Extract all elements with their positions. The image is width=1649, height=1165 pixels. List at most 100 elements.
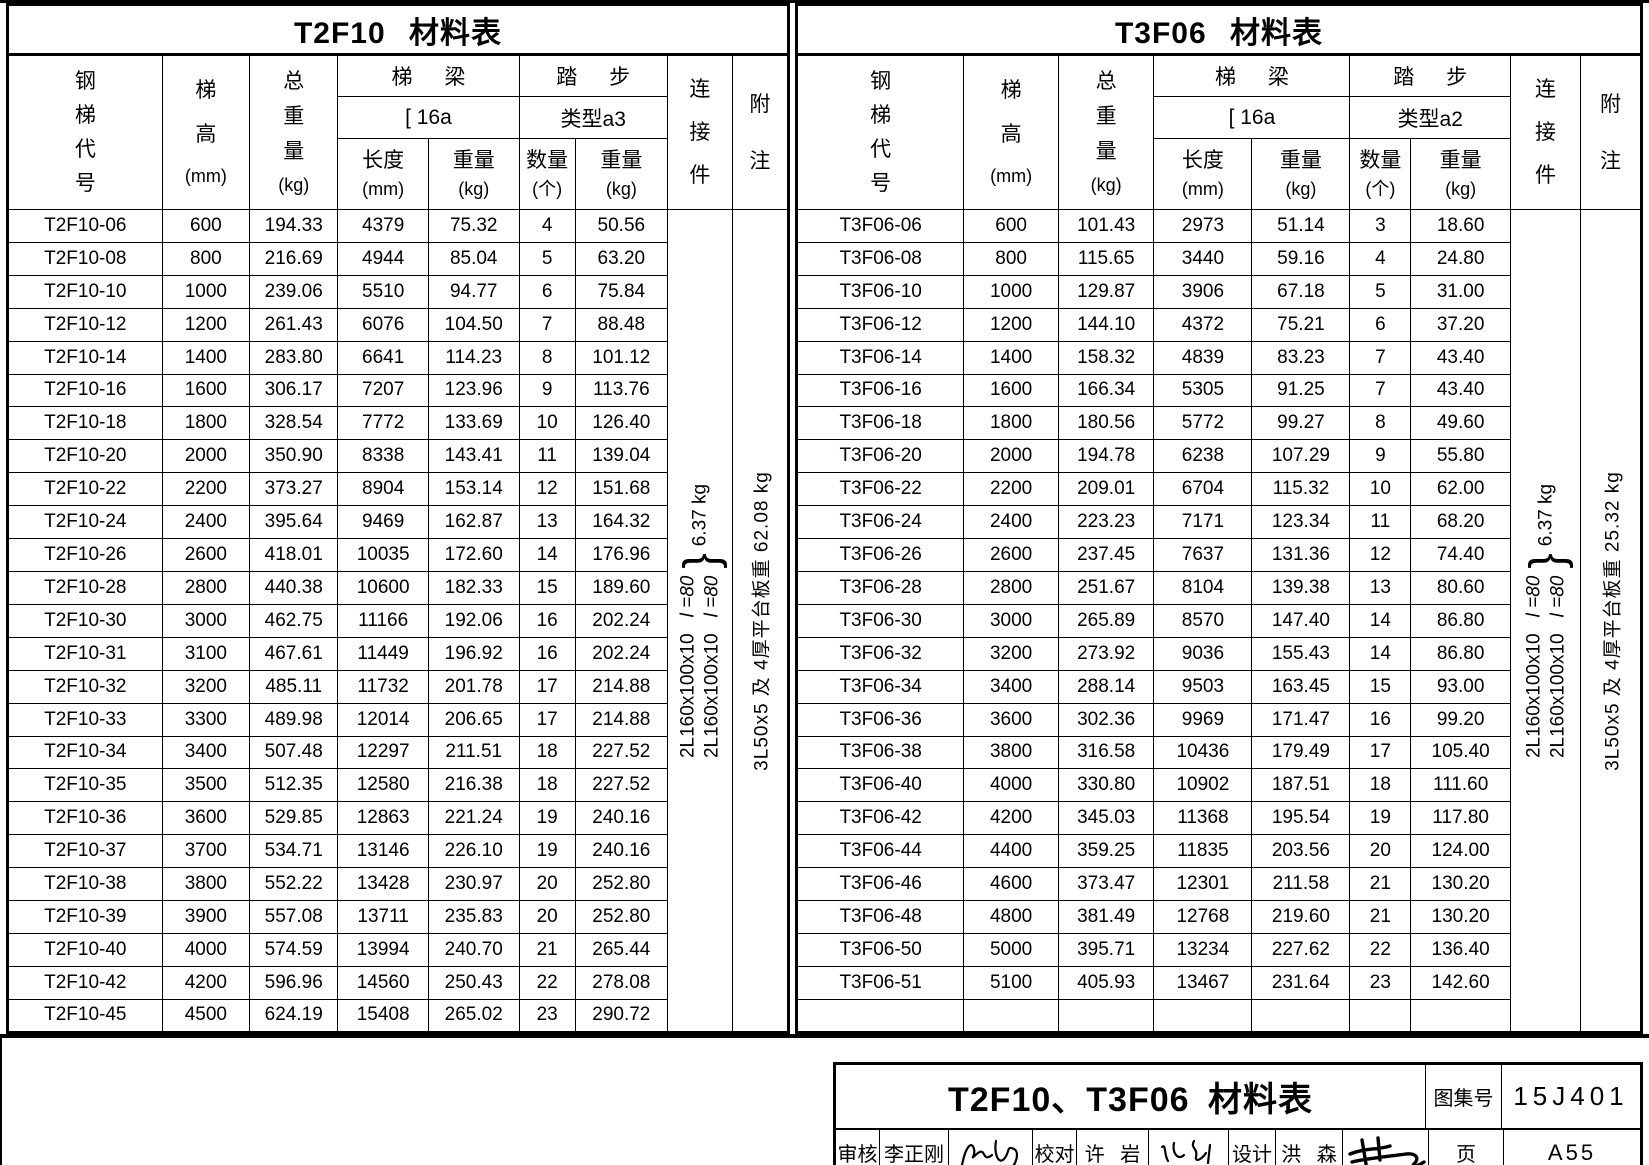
cell-value: 126.40 <box>574 406 668 441</box>
cell-value: 6076 <box>337 307 429 342</box>
cell-value: 182.33 <box>427 570 520 605</box>
table-row: T2F10-20 2000 350.90 8338 143.41 11 139.04 <box>7 439 789 474</box>
table-row: T2F10-45 4500 624.19 15408 265.02 23 290.72 <box>7 998 789 1034</box>
cell-value: 162.87 <box>427 505 520 540</box>
cell-code: T3F06-34 <box>795 669 965 704</box>
cell-value: 12297 <box>337 735 429 770</box>
cell-value: 9469 <box>337 505 429 540</box>
cell-value: 16 <box>1349 702 1412 737</box>
cell-value: 381.49 <box>1057 900 1155 934</box>
cell-value: 2600 <box>963 538 1059 572</box>
height-label: 梯高 (mm) <box>990 79 1033 186</box>
cell-value: 131.36 <box>1251 538 1351 572</box>
cell-value: 2000 <box>161 439 251 474</box>
cell-value: 19 <box>518 834 576 869</box>
cell-value: 600 <box>963 209 1059 243</box>
table-row: T3F06-42 4200 345.03 11368 195.54 19 117.80 <box>795 801 1642 836</box>
page-label: 页 <box>1429 1130 1504 1165</box>
cell-code: T3F06-38 <box>795 735 965 770</box>
cell-value: 10902 <box>1153 768 1253 803</box>
cell-value: 15 <box>1349 669 1412 704</box>
table-row: T2F10-08 800 216.69 4944 85.04 5 63.20 <box>7 241 789 276</box>
cell-value: 5772 <box>1153 406 1253 441</box>
table-row: T3F06-48 4800 381.49 12768 219.60 21 130.20 <box>795 900 1642 934</box>
code-label: 钢梯代号 <box>870 69 892 196</box>
step-group-header: 踏 步 <box>1349 54 1511 97</box>
cell-value: 136.40 <box>1410 932 1511 967</box>
cell-code: T3F06-48 <box>795 900 965 934</box>
header-band-types: [ 16a 类型a2 <box>797 96 1642 139</box>
cell-code: T3F06-22 <box>795 472 965 507</box>
cell-value: 534.71 <box>249 834 339 869</box>
cell-value: 143.41 <box>427 439 520 474</box>
cell-value: 196.92 <box>427 636 520 671</box>
cell-value: 8570 <box>1153 603 1253 638</box>
cell-value: 1200 <box>161 307 251 342</box>
cell-value: 51.14 <box>1251 209 1351 243</box>
cell-value: 237.45 <box>1057 538 1155 572</box>
material-table-t2f10: T2F10 材料表 钢梯代号 梯高 (mm) 总重量 <box>6 3 790 1034</box>
cell-value: 223.23 <box>1057 505 1155 540</box>
cell-value: 4372 <box>1153 307 1253 342</box>
cell-value: 574.59 <box>249 932 339 967</box>
cell-value: 21 <box>1349 900 1412 934</box>
table-row: T2F10-36 3600 529.85 12863 221.24 19 240.16 <box>7 801 789 836</box>
table-row: T2F10-22 2200 373.27 8904 153.14 12 151.68 <box>7 472 789 507</box>
cell-value: 163.45 <box>1251 669 1351 704</box>
t3f06-body: T3F06-06 600 101.43 2973 51.14 3 18.60 2L160x10… <box>795 209 1642 1034</box>
connector-label: 连接件 <box>689 78 711 187</box>
cell-value: 230.97 <box>427 867 520 902</box>
cell-value: 139.04 <box>574 439 668 474</box>
title-block-bottom-row: 审核 李正刚 校对 许 岩 设计 洪 森 页 A55 <box>836 1130 1640 1165</box>
cell-value: 6 <box>518 274 576 309</box>
cell-value: 283.80 <box>249 340 339 375</box>
cell-value: 373.27 <box>249 472 339 507</box>
cell-value: 395.71 <box>1057 932 1155 967</box>
note-text: 3L50x5 及 4厚平台板重 62.08 kg <box>751 470 773 771</box>
cell-value: 3906 <box>1153 274 1253 309</box>
cell-value: 9969 <box>1153 702 1253 737</box>
cell-value: 7 <box>1349 340 1412 375</box>
height-label: 梯高 (mm) <box>184 79 227 186</box>
cell-value: 4600 <box>963 867 1059 902</box>
frame-bottom-line <box>0 1034 1649 1038</box>
cell-value: 9503 <box>1153 669 1253 704</box>
cell-value: 8338 <box>337 439 429 474</box>
beam-group-header: 梯 梁 <box>337 54 520 97</box>
cell-value: 250.43 <box>427 965 520 1000</box>
cell-value <box>1251 998 1351 1034</box>
cell-value: 13994 <box>337 932 429 967</box>
review-signature <box>949 1130 1033 1165</box>
cell-code: T2F10-31 <box>7 636 163 671</box>
table-row: T3F06-20 2000 194.78 6238 107.29 9 55.80 <box>795 439 1642 474</box>
cell-value: 12301 <box>1153 867 1253 902</box>
table-title-row: T3F06 材料表 <box>796 4 1642 56</box>
cell-value: 3200 <box>963 636 1059 671</box>
cell-value: 43.40 <box>1410 340 1511 375</box>
cell-code: T2F10-16 <box>7 373 163 408</box>
cell-value: 171.47 <box>1251 702 1351 737</box>
col-header-qty: 数量 (个) <box>518 138 576 210</box>
cell-value: 101.12 <box>574 340 668 375</box>
cell-value: 8104 <box>1153 570 1253 605</box>
cell-value: 194.78 <box>1057 439 1155 474</box>
cell-code: T3F06-14 <box>795 340 965 375</box>
cell-value: 600 <box>161 209 251 243</box>
cell-code: T3F06-26 <box>795 538 965 572</box>
cell-value: 288.14 <box>1057 669 1155 704</box>
design-label: 设计 <box>1229 1130 1276 1165</box>
material-tables: T2F10 材料表 钢梯代号 梯高 (mm) 总重量 <box>6 3 1643 1034</box>
cell-value: 14560 <box>337 965 429 1000</box>
cell-value: 405.93 <box>1057 965 1155 1000</box>
cell-value: 3500 <box>161 768 251 803</box>
cell-value: 20 <box>1349 834 1412 869</box>
cell-value: 240.70 <box>427 932 520 967</box>
cell-value: 12 <box>1349 538 1412 572</box>
cell-code: T3F06-10 <box>795 274 965 309</box>
cell-code: T2F10-38 <box>7 867 163 902</box>
cell-value: 17 <box>518 669 576 704</box>
cell-value: 5100 <box>963 965 1059 1000</box>
table-row: T2F10-32 3200 485.11 11732 201.78 17 214.88 <box>7 669 789 704</box>
cell-value: 462.75 <box>249 603 339 638</box>
cell-value: 166.34 <box>1057 373 1155 408</box>
